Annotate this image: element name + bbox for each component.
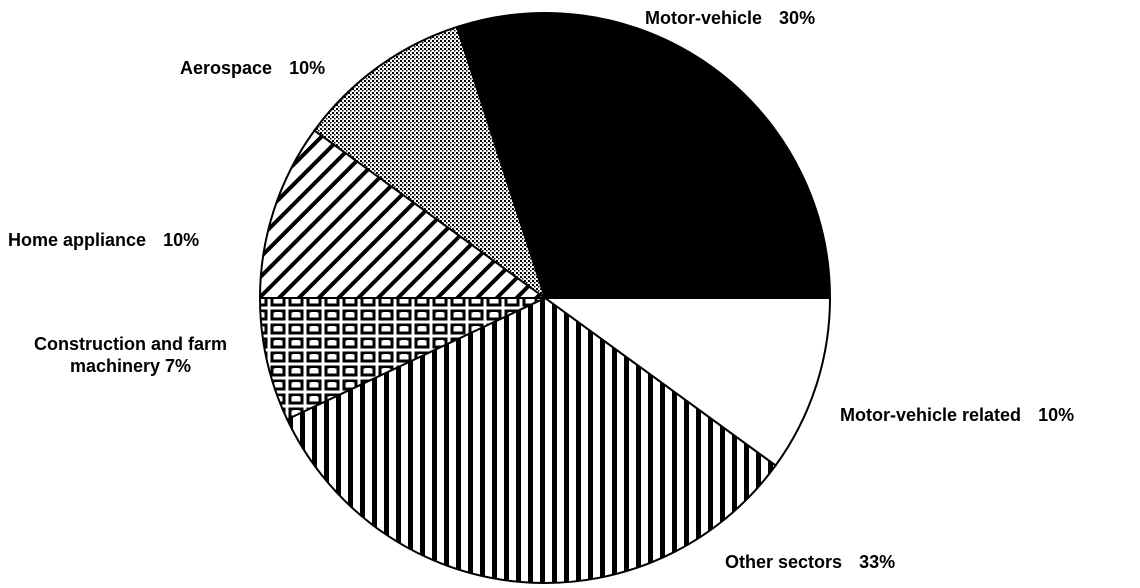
slice-label: Motor-vehicle 30% [645,7,815,29]
value-label: 30% [779,8,816,28]
slice-label: Home appliance 10% [8,229,199,251]
value-label: 10% [289,58,326,78]
pie-slice [285,296,777,584]
pie-slice [455,12,832,299]
slice-label: Other sectors 33% [725,551,895,573]
value-label: 33% [859,552,896,572]
category-label: Aerospace [180,58,273,78]
value-label: 10% [163,230,200,250]
category-label: Home appliance [8,230,147,250]
pie-slice [258,129,549,299]
category-label: Construction and farm machinery [33,334,227,376]
category-label: Other sectors [725,552,843,572]
category-label: Motor-vehicle related [840,405,1022,425]
slice-label: Motor-vehicle related 10% [840,404,1074,426]
value-label: 7% [165,356,192,376]
pie-slice [541,297,832,467]
slice-label: Construction and farm machinery 7% [8,333,253,377]
pie-slice [258,297,546,421]
slice-label: Aerospace 10% [180,57,325,79]
category-label: Motor-vehicle [645,8,763,28]
pie-slice [313,25,547,301]
value-label: 10% [1038,405,1075,425]
